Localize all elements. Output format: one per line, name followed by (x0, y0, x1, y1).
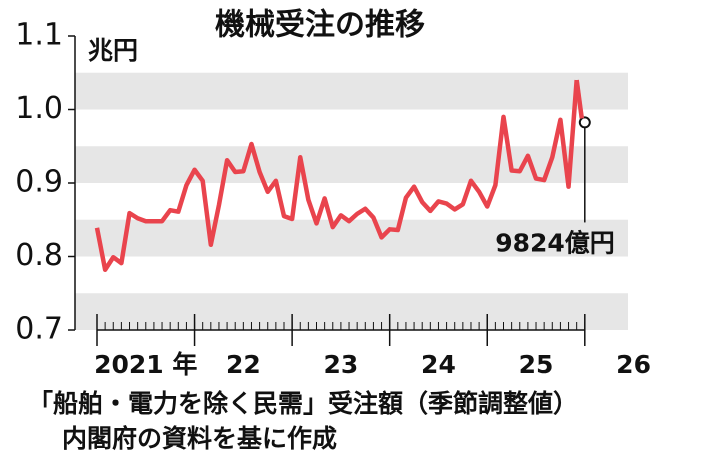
x-tick-label: 2021 年 (94, 350, 197, 379)
chart-title: 機械受注の推移 (215, 8, 425, 43)
band (75, 293, 628, 330)
x-tick-label: 22 (226, 350, 261, 379)
y-tick-label: 0.9 (15, 165, 63, 200)
y-unit: 兆円 (88, 36, 138, 65)
band (75, 72, 628, 110)
y-tick-label: 1.1 (15, 18, 63, 53)
last-point (578, 116, 591, 129)
y-tick-label: 1.0 (15, 91, 63, 126)
note: 内閣府の資料を基に作成 (62, 424, 337, 453)
y-tick-label: 0.8 (15, 238, 63, 273)
y-tick-label: 0.7 (15, 312, 63, 347)
x-tick-label: 23 (324, 350, 359, 379)
x-tick-label: 24 (421, 350, 456, 379)
band (75, 219, 628, 257)
x-tick-label: 25 (519, 350, 554, 379)
series-line (94, 79, 579, 272)
annotation: 9824億円 (495, 228, 615, 257)
series-line-end (574, 79, 585, 119)
x-tick-label: 26 (616, 350, 651, 379)
note: 「船舶・電力を除く民需」受注額（季節調整値） (28, 389, 578, 418)
